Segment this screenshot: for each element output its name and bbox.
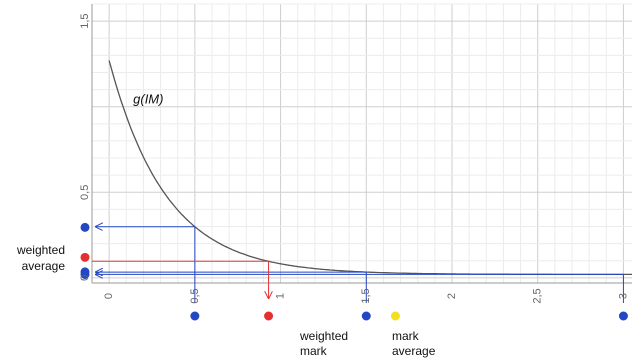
curve-group: [108, 60, 632, 276]
mark-average-point: [390, 311, 400, 321]
x-tick-label: 1,5: [360, 288, 372, 303]
weighted-average-label-line2: average: [22, 259, 66, 273]
y-mark-point: [80, 269, 90, 279]
y-tick-label: 1,5: [79, 13, 91, 28]
y-mark-point: [80, 222, 90, 232]
weighted-average-point: [80, 252, 90, 262]
grid: [92, 3, 632, 283]
weighted-mark-label-line2: mark: [300, 344, 328, 358]
marker-points: [80, 222, 628, 321]
mark-average-label-line2: average: [392, 344, 436, 358]
x-tick-label: 2: [446, 293, 458, 299]
y-tick-label: 0: [79, 275, 91, 281]
weighted-mark-label-line1: weighted: [299, 329, 348, 343]
weighted-average-label-line1: weighted: [16, 243, 65, 257]
curve-label: g(IM): [133, 91, 163, 106]
weighted-mark-point: [264, 311, 274, 321]
projection-lines: [92, 227, 624, 303]
x-mark-point: [361, 311, 371, 321]
x-tick-label: 0: [103, 293, 115, 299]
mark-average-label-line1: mark: [392, 329, 420, 343]
x-tick-label: 2,5: [532, 288, 544, 303]
x-mark-point: [190, 311, 200, 321]
x-tick-label: 3: [617, 293, 629, 299]
y-tick-label: 0,5: [79, 185, 91, 200]
x-mark-point: [618, 311, 628, 321]
annotations: 0 0,5 1 1,5 2 2,5 300,51,5g(IM)weightedmarkmar…: [16, 13, 629, 358]
x-tick-label: 1: [274, 293, 286, 299]
x-tick-label: 0,5: [189, 288, 201, 303]
curve-line: [108, 60, 632, 276]
axes: [91, 4, 632, 284]
